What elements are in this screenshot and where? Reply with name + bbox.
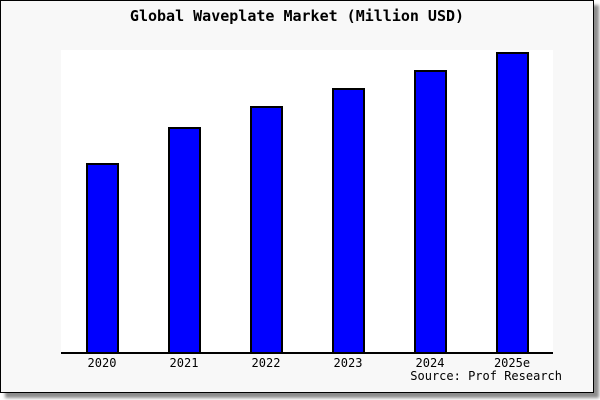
plot-area [61, 50, 553, 354]
bar-slot [143, 50, 225, 352]
x-tick-label-2021: 2021 [169, 356, 199, 370]
x-tick-label-2024: 2024 [415, 356, 445, 370]
chart-figure: Global Waveplate Market (Million USD) 20… [0, 0, 594, 393]
x-tick-label-2023: 2023 [333, 356, 363, 370]
x-axis-labels: 2020 2021 2022 2023 2024 2025e [61, 356, 553, 370]
bar-slot [471, 50, 553, 352]
source-note: Source: Prof Research [410, 369, 562, 383]
bar-2022 [249, 106, 283, 352]
bar-2025e [495, 52, 529, 352]
chart-title: Global Waveplate Market (Million USD) [129, 7, 465, 25]
bar-slot [307, 50, 389, 352]
bar-2023 [331, 88, 365, 352]
x-tick-label-2020: 2020 [87, 356, 117, 370]
x-tick-label-2025e: 2025e [493, 356, 531, 370]
bar-slot [225, 50, 307, 352]
bar-2021 [167, 127, 201, 352]
bar-2020 [85, 163, 119, 352]
bars-container [61, 50, 553, 352]
bar-slot [389, 50, 471, 352]
bar-slot [61, 50, 143, 352]
x-tick-label-2022: 2022 [251, 356, 281, 370]
bar-2024 [413, 70, 447, 352]
